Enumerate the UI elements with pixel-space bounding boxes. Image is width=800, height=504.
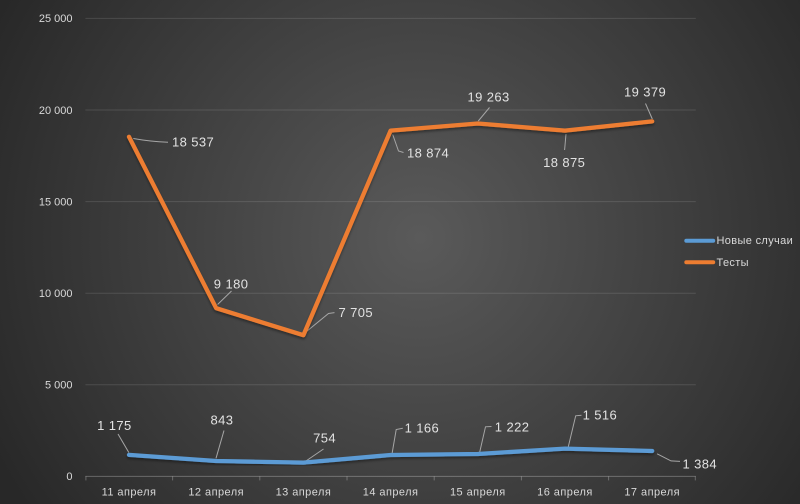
svg-text:1 516: 1 516: [583, 408, 618, 423]
svg-text:14 апреля: 14 апреля: [363, 487, 419, 499]
svg-text:12 апреля: 12 апреля: [188, 487, 244, 499]
svg-text:1 384: 1 384: [683, 456, 718, 471]
svg-text:19 263: 19 263: [468, 90, 510, 105]
svg-text:1 166: 1 166: [405, 420, 440, 435]
svg-text:Тесты: Тесты: [717, 257, 749, 269]
svg-text:754: 754: [313, 430, 336, 445]
svg-text:1 222: 1 222: [495, 419, 530, 434]
svg-text:10 000: 10 000: [39, 288, 73, 300]
svg-text:15 000: 15 000: [39, 196, 73, 208]
svg-text:0: 0: [66, 471, 72, 483]
svg-text:19 379: 19 379: [624, 85, 666, 100]
svg-text:15 апреля: 15 апреля: [450, 487, 506, 499]
svg-text:17 апреля: 17 апреля: [624, 487, 680, 499]
svg-text:9 180: 9 180: [214, 277, 249, 292]
svg-text:13 апреля: 13 апреля: [276, 487, 332, 499]
svg-text:18 537: 18 537: [172, 134, 214, 149]
svg-text:25 000: 25 000: [39, 13, 73, 25]
svg-text:Новые случаи: Новые случаи: [717, 235, 794, 247]
svg-text:843: 843: [211, 412, 234, 427]
svg-text:16 апреля: 16 апреля: [537, 487, 593, 499]
svg-text:11 апреля: 11 апреля: [102, 487, 157, 499]
svg-text:5 000: 5 000: [45, 380, 73, 392]
svg-text:18 875: 18 875: [543, 155, 585, 170]
svg-text:1 175: 1 175: [97, 418, 132, 433]
svg-text:18 874: 18 874: [407, 146, 449, 161]
svg-text:20 000: 20 000: [39, 105, 73, 117]
svg-text:7 705: 7 705: [339, 305, 374, 320]
